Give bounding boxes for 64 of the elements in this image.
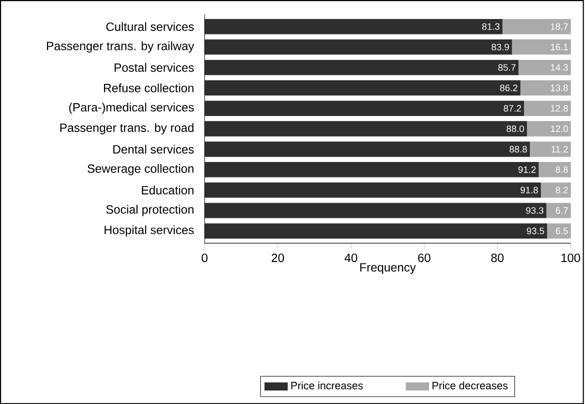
bar: [204, 141, 530, 157]
x-tick-label: 80: [491, 253, 504, 262]
x-tick-label: 40: [344, 253, 358, 262]
data-label: 93.3: [526, 207, 544, 214]
data-label: 8.2: [556, 186, 568, 194]
y-tick-label: Postal services: [114, 62, 194, 72]
y-tick-label: Passenger trans. by railway: [46, 41, 194, 52]
data-label: 86.2: [500, 84, 518, 92]
data-label: 14.3: [550, 64, 568, 71]
y-tick-label: Education: [142, 186, 194, 194]
data-label: 81.3: [482, 23, 500, 30]
bar: [502, 18, 571, 34]
y-tick-label: Hospital services: [104, 225, 194, 236]
bar: [526, 121, 571, 136]
legend-label: Price decreases: [432, 381, 508, 390]
data-label: 91.2: [518, 166, 536, 173]
bar: [204, 39, 512, 55]
bar: [204, 60, 518, 75]
bar: [204, 121, 527, 136]
bar: [204, 18, 502, 34]
x-tick-label: 0: [202, 253, 208, 262]
data-label: 6.7: [556, 207, 568, 214]
bar: [204, 100, 524, 116]
data-label: 16.1: [550, 44, 568, 50]
bar: [511, 39, 571, 55]
data-label: 11.2: [552, 146, 568, 152]
x-tick-label: 100: [561, 253, 580, 262]
y-tick-label: Sewerage collection: [88, 164, 194, 176]
data-label: 91.8: [520, 186, 538, 194]
data-label: 12.8: [550, 104, 568, 112]
x-tick-label: 60: [418, 253, 430, 262]
bar: [546, 223, 571, 238]
data-label: 12.0: [550, 125, 568, 132]
y-tick-label: (Para-)medical services: [69, 102, 194, 114]
data-label: 93.5: [526, 228, 544, 234]
data-label: 8.8: [556, 166, 568, 173]
bar: [538, 162, 571, 178]
y-tick-label: Dental services: [113, 144, 194, 154]
data-label: 13.8: [550, 84, 568, 92]
data-label: 6.5: [556, 228, 568, 234]
bar: [523, 100, 571, 116]
x-tick-label: 20: [272, 253, 284, 262]
bar: [204, 182, 541, 198]
y-tick-label: Passenger trans. by road: [60, 123, 194, 134]
data-label: 18.7: [550, 23, 568, 30]
bar: [540, 182, 571, 198]
bar: [204, 202, 546, 218]
bar: [204, 223, 548, 238]
bar: [529, 141, 571, 157]
data-label: 83.9: [492, 44, 509, 50]
y-tick-label: Refuse collection: [104, 83, 194, 92]
bar: [204, 162, 539, 178]
x-axis-title: Frequency: [360, 263, 416, 274]
data-label: 88.0: [506, 125, 524, 132]
data-label: 87.2: [504, 104, 521, 112]
y-tick-label: Social protection: [106, 204, 194, 216]
data-label: 88.8: [510, 146, 527, 152]
bar: [546, 202, 571, 218]
bar: [520, 80, 571, 96]
bar: [204, 80, 520, 96]
bar: [518, 60, 571, 75]
legend-label: Price increases: [291, 381, 363, 390]
data-label: 85.7: [498, 64, 516, 71]
y-tick-label: Cultural services: [106, 22, 194, 31]
